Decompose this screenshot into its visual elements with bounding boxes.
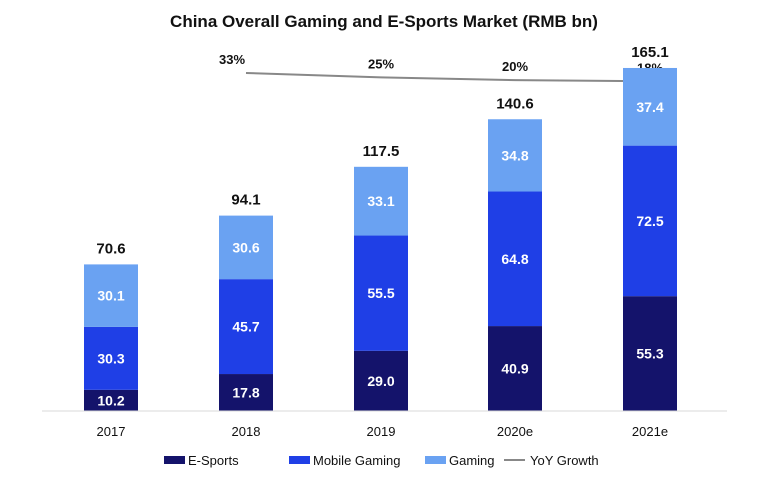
yoy-label-2020e: 20% — [502, 59, 528, 74]
data-label-gaming-2018: 30.6 — [232, 239, 259, 255]
bar-mobile-gaming-2021e — [623, 145, 677, 297]
bar-e-sports-2019 — [354, 350, 408, 411]
legend-swatch-mobile-gaming — [289, 456, 310, 464]
legend-swatch-e-sports — [164, 456, 185, 464]
bar-e-sports-2018 — [219, 374, 273, 411]
data-label-e-sports-2018: 17.8 — [232, 385, 259, 401]
bar-e-sports-2020e — [488, 326, 542, 411]
yoy-label-2018: 33% — [219, 52, 245, 67]
bar-gaming-2019 — [354, 166, 408, 236]
legend-swatch-gaming — [425, 456, 446, 464]
x-tick-2018: 2018 — [232, 424, 261, 439]
x-tick-2019: 2019 — [367, 424, 396, 439]
bar-e-sports-2021e — [623, 296, 677, 411]
bar-mobile-gaming-2017 — [84, 326, 138, 390]
data-label-gaming-2019: 33.1 — [367, 193, 394, 209]
data-label-mobile-gaming-2017: 30.3 — [97, 350, 124, 366]
legend-label-yoy-growth: YoY Growth — [530, 453, 599, 468]
data-label-e-sports-2017: 10.2 — [97, 392, 124, 408]
x-axis-ticks: 2017 2018 2019 2020e 2021e — [97, 424, 669, 439]
data-label-mobile-gaming-2020e: 64.8 — [501, 251, 528, 267]
legend-label-gaming: Gaming — [449, 453, 495, 468]
yoy-growth-line — [245, 72, 651, 83]
bars-layer: 10.2 30.3 30.1 70.6 17.8 45.7 30.6 94.1 29.0 55.5… — [84, 44, 677, 411]
yoy-growth-layer: 33% 25% 20% 18% — [219, 52, 663, 83]
data-label-gaming-2021e: 37.4 — [636, 99, 663, 115]
yoy-label-2019: 25% — [368, 56, 394, 71]
total-label-2018: 94.1 — [231, 192, 260, 209]
bar-e-sports-2017 — [84, 389, 138, 411]
data-label-e-sports-2019: 29.0 — [367, 373, 394, 389]
total-label-2020e: 140.6 — [496, 95, 534, 112]
bar-mobile-gaming-2019 — [354, 235, 408, 351]
total-label-2017: 70.6 — [96, 240, 125, 257]
chart-title: China Overall Gaming and E-Sports Market… — [170, 12, 598, 31]
data-label-mobile-gaming-2021e: 72.5 — [636, 213, 663, 229]
legend-label-mobile-gaming: Mobile Gaming — [313, 453, 400, 468]
bar-gaming-2020e — [488, 119, 542, 192]
legend-label-e-sports: E-Sports — [188, 453, 239, 468]
bar-gaming-2017 — [84, 264, 138, 327]
x-tick-2017: 2017 — [97, 424, 126, 439]
data-label-mobile-gaming-2019: 55.5 — [367, 285, 394, 301]
legend: E-Sports Mobile Gaming Gaming YoY Growth — [164, 453, 599, 468]
data-label-e-sports-2021e: 55.3 — [636, 346, 663, 362]
x-tick-2021e: 2021e — [632, 424, 668, 439]
data-label-mobile-gaming-2018: 45.7 — [232, 319, 259, 335]
bar-gaming-2018 — [219, 215, 273, 280]
data-label-e-sports-2020e: 40.9 — [501, 361, 528, 377]
total-label-2019: 117.5 — [363, 143, 400, 160]
x-tick-2020e: 2020e — [497, 424, 533, 439]
bar-gaming-2021e — [623, 67, 677, 146]
bar-mobile-gaming-2020e — [488, 191, 542, 327]
bar-mobile-gaming-2018 — [219, 279, 273, 375]
data-label-gaming-2017: 30.1 — [97, 288, 124, 304]
data-label-gaming-2020e: 34.8 — [501, 147, 528, 163]
total-label-2021e: 165.1 — [631, 44, 669, 61]
